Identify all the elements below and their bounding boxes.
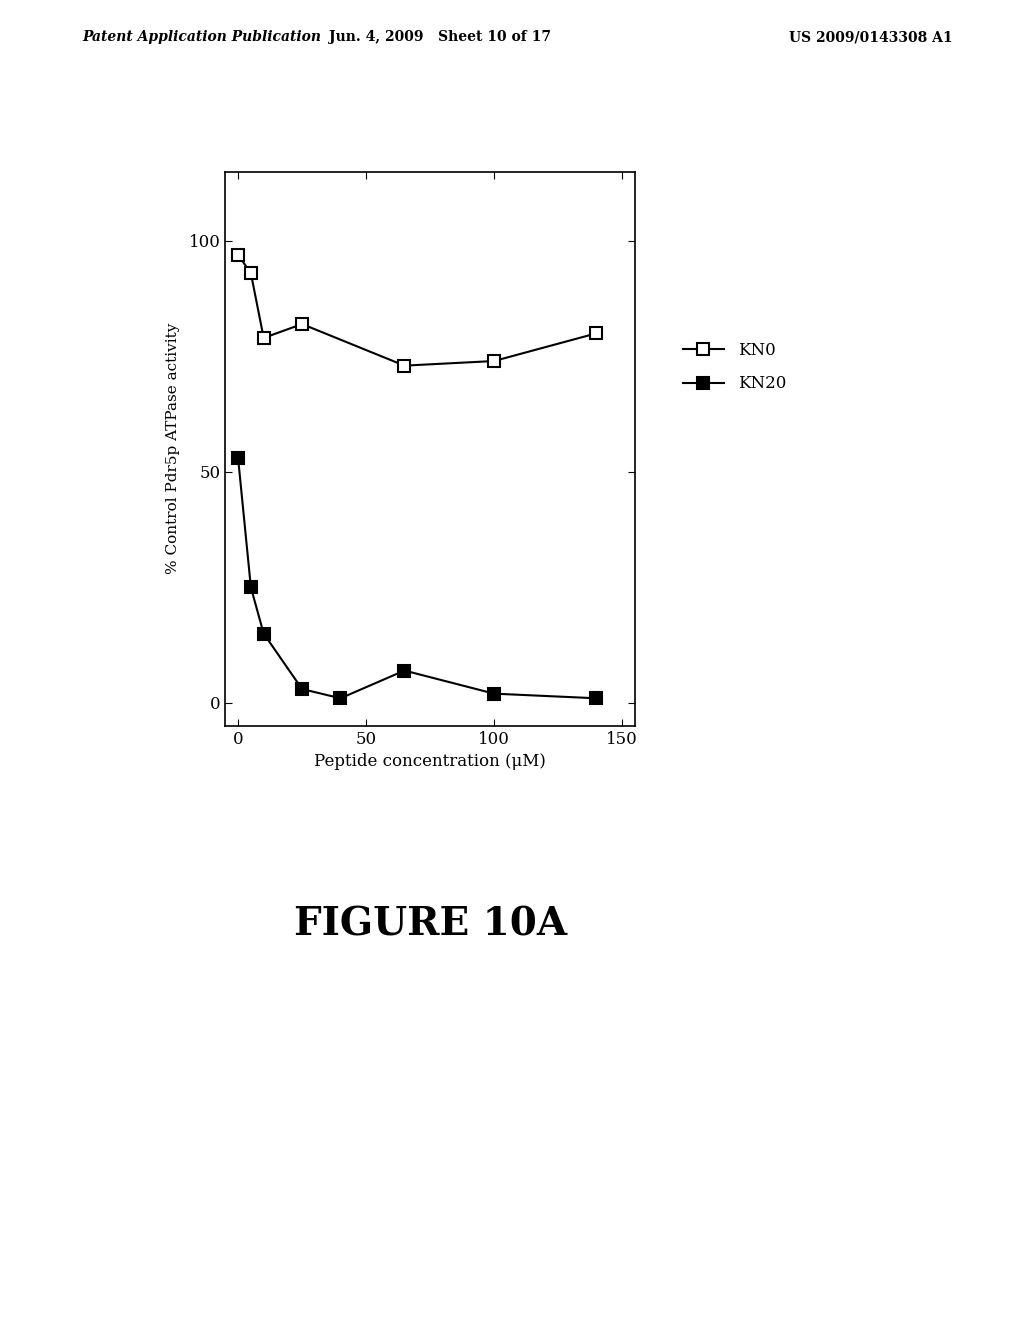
KN0 (245, 265, 257, 281)
Line: KN0: KN0 (232, 249, 602, 371)
Text: Patent Application Publication: Patent Application Publication (82, 30, 321, 45)
KN0 (488, 352, 501, 368)
KN20 (258, 626, 270, 642)
Text: FIGURE 10A: FIGURE 10A (294, 906, 566, 942)
KN20 (591, 690, 603, 706)
KN0 (258, 330, 270, 346)
Text: US 2009/0143308 A1: US 2009/0143308 A1 (788, 30, 952, 45)
KN20 (334, 690, 346, 706)
KN20 (231, 450, 245, 466)
Text: Jun. 4, 2009   Sheet 10 of 17: Jun. 4, 2009 Sheet 10 of 17 (330, 30, 551, 45)
KN0 (398, 358, 411, 374)
Line: KN20: KN20 (232, 453, 602, 704)
KN20 (296, 681, 308, 697)
Legend: KN0, KN20: KN0, KN20 (676, 335, 793, 399)
X-axis label: Peptide concentration (μM): Peptide concentration (μM) (314, 754, 546, 771)
KN20 (488, 686, 501, 702)
KN20 (245, 579, 257, 595)
KN20 (398, 663, 411, 678)
Y-axis label: % Control Pdr5p ATPase activity: % Control Pdr5p ATPase activity (166, 323, 180, 574)
KN0 (296, 315, 308, 331)
KN0 (591, 325, 603, 341)
KN0 (231, 247, 245, 263)
